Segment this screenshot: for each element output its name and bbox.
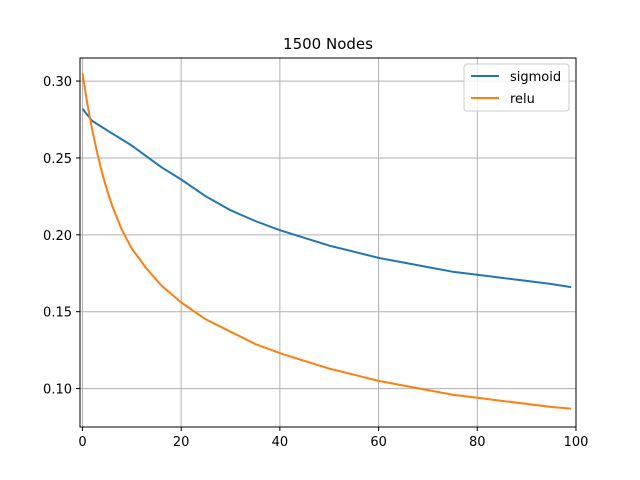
y-axis: 0.10 0.15 0.20 0.25 0.30	[43, 75, 80, 398]
x-tick-label: 40	[272, 435, 289, 450]
x-tick-label: 80	[469, 435, 486, 450]
chart-title: 1500 Nodes	[283, 35, 373, 53]
legend: sigmoid relu	[463, 63, 570, 112]
x-tick-label: 60	[370, 435, 387, 450]
x-axis: 0 20 40 60 80 100	[78, 427, 588, 450]
plot-frame	[79, 57, 577, 428]
y-tick-label: 0.25	[43, 152, 72, 167]
series-line-relu	[81, 73, 572, 410]
y-tick-label: 0.10	[43, 383, 72, 398]
legend-label-relu: relu	[510, 92, 535, 107]
grid	[80, 58, 577, 427]
y-tick-label: 0.15	[43, 306, 72, 321]
series-line-sigmoid	[81, 108, 572, 289]
x-tick-label: 0	[78, 435, 86, 450]
series-group	[81, 73, 572, 410]
y-tick-label: 0.30	[43, 75, 72, 90]
y-tick-label: 0.20	[43, 229, 72, 244]
x-tick-label: 100	[564, 435, 589, 450]
x-tick-label: 20	[173, 435, 190, 450]
legend-label-sigmoid: sigmoid	[510, 70, 561, 85]
